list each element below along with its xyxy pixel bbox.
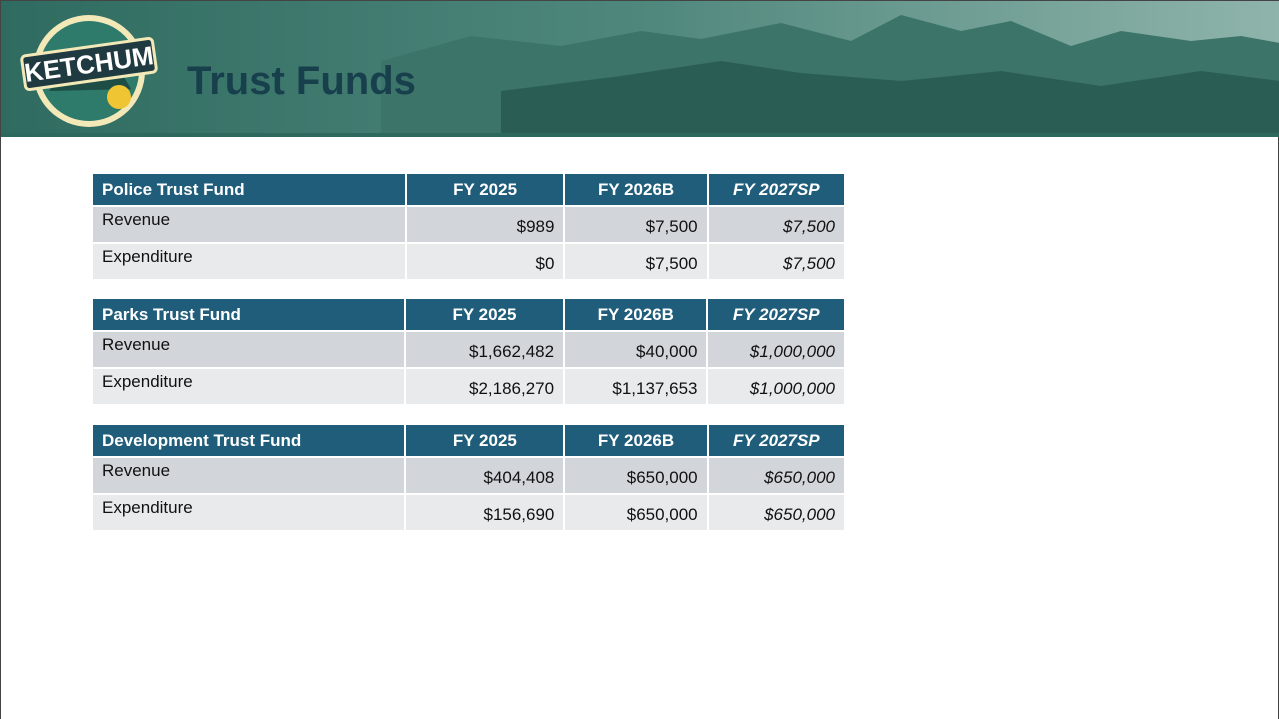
cell: $0	[404, 242, 566, 281]
cell: $1,000,000	[706, 330, 846, 369]
cell: $156,690	[404, 493, 566, 532]
cell: $650,000	[563, 456, 709, 495]
row-label: Expenditure	[90, 493, 407, 532]
column-header: Parks Trust Fund	[91, 297, 406, 332]
row-label: Revenue	[90, 456, 407, 495]
logo: KETCHUM	[20, 15, 158, 127]
cell: $650,000	[563, 493, 709, 532]
column-header: FY 2025	[404, 423, 566, 458]
cell: $989	[404, 205, 566, 244]
row-label: Revenue	[91, 205, 407, 244]
fund-table: Parks Trust Fund FY 2025 FY 2026B FY 2027SP…	[91, 297, 846, 406]
column-header: FY 2025	[404, 172, 566, 207]
column-header: FY 2027SP	[706, 297, 846, 332]
column-header: FY 2025	[403, 297, 566, 332]
cell: $1,662,482	[403, 330, 566, 369]
cell: $1,000,000	[706, 367, 846, 406]
hills	[501, 61, 1279, 137]
column-header: FY 2026B	[563, 297, 709, 332]
row-label: Expenditure	[91, 242, 407, 281]
cell: $650,000	[706, 456, 847, 495]
column-header: FY 2027SP	[706, 423, 847, 458]
cell: $404,408	[404, 456, 566, 495]
header-row: Police Trust Fund FY 2025 FY 2026B FY 2027S…	[91, 172, 847, 207]
cell: $7,500	[706, 242, 847, 281]
column-header: Police Trust Fund	[91, 172, 407, 207]
data-row: Expenditure $2,186,270 $1,137,653 $1,000,00…	[91, 367, 846, 406]
header-row: Parks Trust Fund FY 2025 FY 2026B FY 2027SP	[91, 297, 846, 332]
cell: $650,000	[706, 493, 847, 532]
cell: $7,500	[563, 242, 709, 281]
data-row: Expenditure $156,690 $650,000 $650,000	[90, 493, 847, 532]
fund-table: Police Trust Fund FY 2025 FY 2026B FY 2027S…	[91, 172, 847, 281]
fund-table: Development Trust Fund FY 2025 FY 2026B FY …	[90, 423, 847, 532]
banner-edge	[1, 133, 1279, 137]
data-row: Revenue $1,662,482 $40,000 $1,000,000	[91, 330, 846, 369]
data-row: Expenditure $0 $7,500 $7,500	[91, 242, 847, 281]
cell: $1,137,653	[563, 367, 709, 406]
banner: KETCHUM	[1, 1, 1279, 137]
cell: $7,500	[706, 205, 847, 244]
column-header: FY 2026B	[563, 423, 709, 458]
column-header: FY 2026B	[563, 172, 709, 207]
slide-title: Trust Funds	[187, 59, 416, 103]
header-row: Development Trust Fund FY 2025 FY 2026B FY …	[90, 423, 847, 458]
column-header: FY 2027SP	[706, 172, 847, 207]
row-label: Revenue	[91, 330, 406, 369]
data-row: Revenue $404,408 $650,000 $650,000	[90, 456, 847, 495]
row-label: Expenditure	[91, 367, 406, 406]
cell: $40,000	[563, 330, 709, 369]
column-header: Development Trust Fund	[90, 423, 407, 458]
cell: $7,500	[563, 205, 709, 244]
data-row: Revenue $989 $7,500 $7,500	[91, 205, 847, 244]
cell: $2,186,270	[403, 367, 566, 406]
